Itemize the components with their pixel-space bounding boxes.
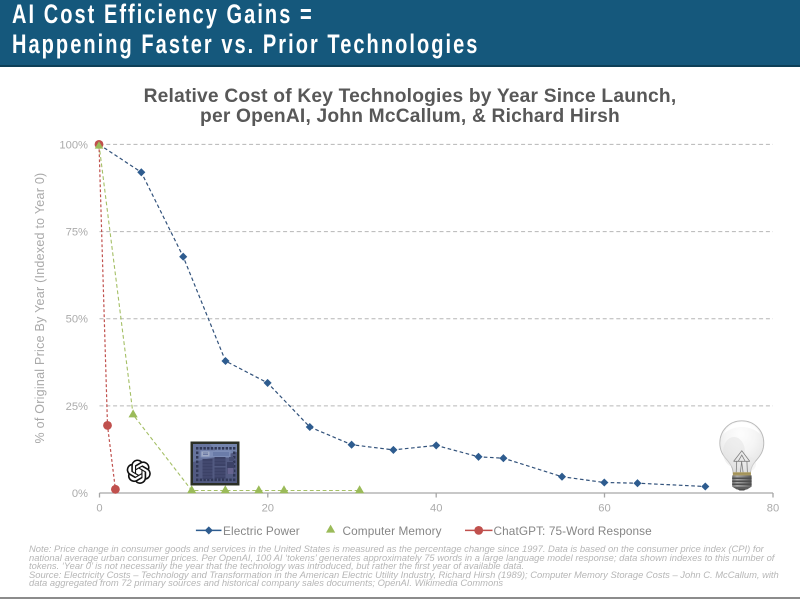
svg-text:ChatGPT: 75-Word Response: ChatGPT: 75-Word Response [494, 524, 653, 538]
svg-text:Computer Memory: Computer Memory [343, 524, 442, 538]
svg-text:20: 20 [262, 503, 274, 515]
svg-text:0: 0 [96, 503, 102, 515]
svg-text:Electric Power: Electric Power [223, 524, 300, 538]
svg-text:40: 40 [430, 503, 442, 515]
svg-text:80: 80 [767, 503, 779, 515]
svg-text:0%: 0% [72, 488, 88, 500]
svg-text:75%: 75% [66, 227, 88, 239]
svg-text:100%: 100% [59, 139, 88, 151]
svg-text:60: 60 [598, 503, 610, 515]
svg-text:50%: 50% [66, 314, 88, 326]
svg-text:25%: 25% [66, 401, 88, 413]
